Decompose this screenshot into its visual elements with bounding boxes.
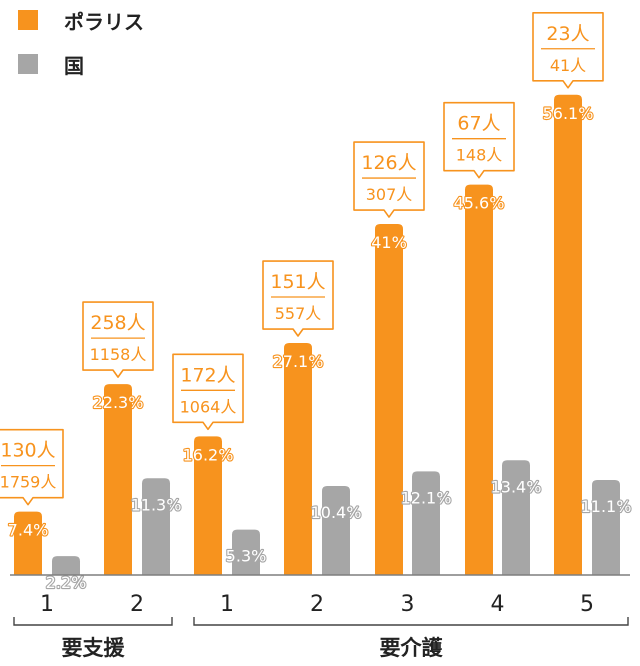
national-bar bbox=[232, 529, 260, 575]
group-brackets: 要支援 要介護 bbox=[13, 617, 629, 660]
legend: ポラリス 国 bbox=[18, 10, 144, 78]
bars-layer: 7.4% 2.2% 130人 1759人 22.3% 11.3% 258人 1158人 16.2… bbox=[0, 11, 633, 593]
polaris-bar bbox=[14, 511, 42, 575]
callout-national-count: 148人 bbox=[456, 146, 503, 165]
callout-national-count: 1064人 bbox=[180, 397, 237, 416]
callout-polaris-count: 258人 bbox=[90, 312, 145, 334]
legend-label-national: 国 bbox=[64, 54, 84, 78]
callout-polaris-count: 23人 bbox=[546, 23, 589, 45]
group-bracket bbox=[13, 617, 173, 626]
callout-national-count: 557人 bbox=[275, 304, 322, 323]
polaris-value-label: 41% bbox=[371, 233, 407, 252]
polaris-value-label: 45.6% bbox=[454, 194, 505, 213]
national-bar bbox=[412, 471, 440, 575]
legend-swatch-polaris bbox=[18, 10, 38, 30]
national-value-label: 13.4% bbox=[491, 477, 542, 496]
national-value-label: 11.3% bbox=[131, 495, 182, 514]
group-bracket bbox=[193, 617, 629, 626]
x-tick-label: 3 bbox=[401, 592, 415, 617]
national-bar bbox=[502, 460, 530, 575]
legend-label-polaris: ポラリス bbox=[64, 10, 144, 34]
callout-national-count: 41人 bbox=[550, 56, 586, 75]
callout-polaris-count: 151人 bbox=[270, 271, 325, 293]
callout-national-count: 1759人 bbox=[0, 473, 56, 492]
count-callout-box bbox=[443, 101, 515, 179]
polaris-value-label: 16.2% bbox=[183, 445, 234, 464]
polaris-bar bbox=[465, 184, 493, 575]
callout-national-count: 307人 bbox=[366, 185, 413, 204]
national-value-label: 2.2% bbox=[46, 573, 87, 592]
callout-national-count: 1158人 bbox=[90, 345, 147, 364]
count-callout-box bbox=[262, 260, 334, 337]
group-label: 要介護 bbox=[380, 636, 444, 660]
callout-polaris-count: 172人 bbox=[180, 364, 235, 386]
count-callout-box bbox=[532, 11, 604, 89]
national-value-label: 12.1% bbox=[401, 488, 452, 507]
national-value-label: 5.3% bbox=[226, 547, 267, 566]
callout-polaris-count: 130人 bbox=[0, 440, 55, 462]
national-bar bbox=[52, 556, 80, 575]
x-tick-label: 1 bbox=[220, 592, 234, 617]
x-tick-label: 4 bbox=[491, 592, 505, 617]
polaris-bar bbox=[375, 224, 403, 576]
x-tick-label: 1 bbox=[40, 592, 54, 617]
x-tick-labels: 1 2 1 2 3 4 5 bbox=[40, 592, 594, 617]
national-bar bbox=[142, 478, 170, 575]
callout-polaris-count: 67人 bbox=[457, 113, 500, 135]
polaris-value-label: 7.4% bbox=[8, 521, 49, 540]
national-value-label: 11.1% bbox=[581, 497, 632, 516]
group-label: 要支援 bbox=[62, 636, 126, 660]
polaris-value-label: 56.1% bbox=[543, 104, 594, 123]
polaris-bar bbox=[554, 94, 582, 575]
polaris-value-label: 27.1% bbox=[273, 352, 324, 371]
count-callout-box bbox=[0, 428, 64, 506]
national-bar bbox=[592, 479, 620, 575]
callout-polaris-count: 126人 bbox=[361, 152, 416, 174]
count-callout-box bbox=[82, 301, 154, 378]
polaris-bar bbox=[104, 384, 132, 575]
polaris-value-label: 22.3% bbox=[93, 393, 144, 412]
national-bar bbox=[322, 485, 350, 575]
x-tick-label: 5 bbox=[580, 592, 594, 617]
count-callout-box bbox=[353, 141, 425, 218]
x-tick-label: 2 bbox=[310, 592, 324, 617]
count-callout-box bbox=[172, 353, 244, 431]
national-value-label: 10.4% bbox=[311, 503, 362, 522]
legend-swatch-national bbox=[18, 54, 38, 74]
x-tick-label: 2 bbox=[130, 592, 144, 617]
polaris-bar bbox=[194, 436, 222, 575]
polaris-bar bbox=[284, 343, 312, 575]
